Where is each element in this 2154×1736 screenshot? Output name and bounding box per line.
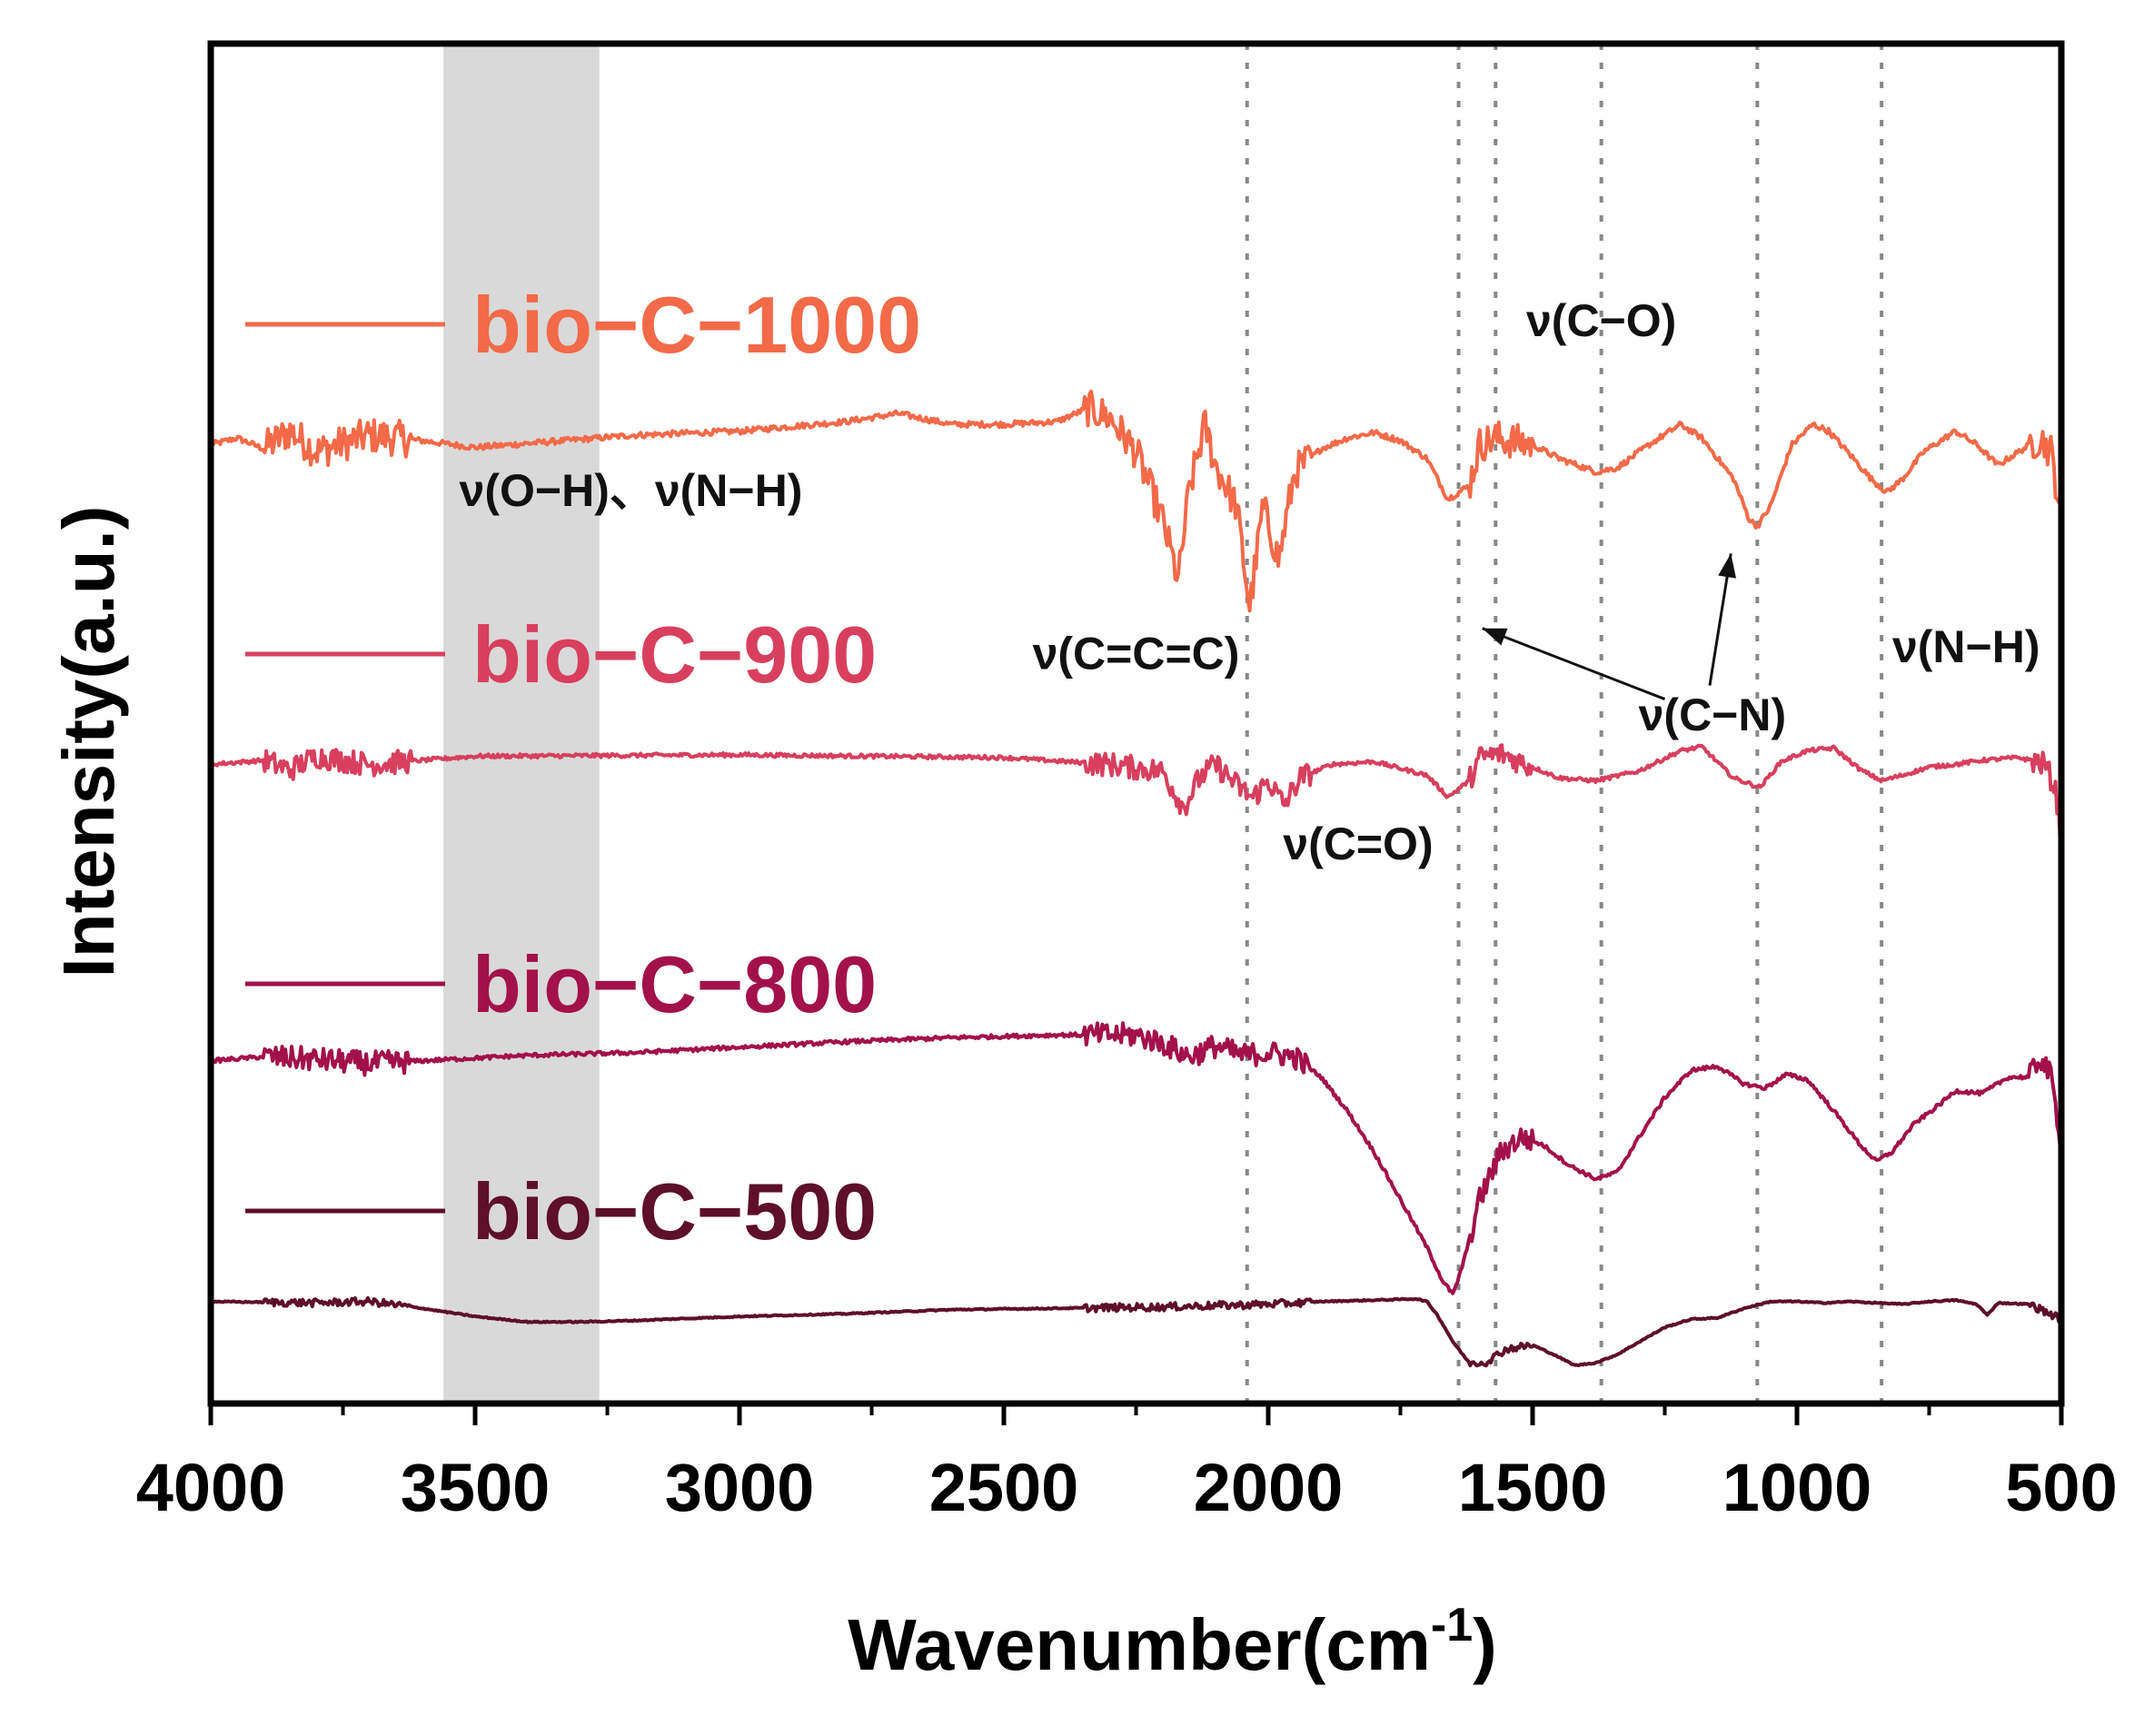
x-axis-label: Wavenumber(cm-1) — [848, 1599, 1497, 1685]
x-tick-label: 3000 — [665, 1450, 815, 1525]
annotation-3: ν(C=O) — [1283, 818, 1433, 869]
x-axis-label-main: Wavenumber(cm — [848, 1604, 1431, 1685]
x-tick-label: 500 — [2005, 1450, 2117, 1525]
x-tick-label: 2500 — [929, 1450, 1079, 1525]
annotation-arrowhead-0 — [1482, 628, 1508, 646]
x-axis-label-superscript: -1 — [1431, 1599, 1473, 1652]
legend: bio−C−1000 bio−C−900 bio−C−800 bio−C−500 — [245, 280, 921, 1256]
annotation-0: ν(O−H)、ν(N−H) — [460, 465, 803, 516]
reference-lines — [1245, 44, 1884, 1404]
series-line-3 — [210, 1295, 2062, 1368]
y-axis-label: Intensity(a.u.) — [48, 505, 129, 977]
x-tick-label: 1500 — [1458, 1450, 1608, 1525]
series-line-1 — [210, 743, 2062, 844]
series-line-2 — [209, 1021, 2062, 1295]
shaded-band — [443, 44, 600, 1404]
x-axis-label-close: ) — [1473, 1604, 1497, 1685]
series-layer — [209, 389, 2062, 1368]
legend-label-3: bio−C−500 — [472, 1166, 877, 1256]
annotation-arrow-0 — [1482, 627, 1666, 700]
legend-label-2: bio−C−800 — [472, 939, 877, 1029]
annotations: ν(O−H)、ν(N−H)ν(C=C=C)ν(C−O)ν(C=O)ν(C−N)ν… — [460, 295, 2040, 869]
legend-label-1: bio−C−900 — [472, 610, 877, 699]
series-line-0 — [209, 389, 2062, 613]
legend-label-0: bio−C−1000 — [472, 280, 921, 370]
annotation-5: ν(N−H) — [1892, 621, 2040, 672]
x-tick-label: 4000 — [136, 1450, 286, 1525]
annotation-2: ν(C−O) — [1526, 295, 1676, 346]
x-tick-label: 3500 — [401, 1450, 551, 1525]
x-axis: 4000 3500 3000 2500 2000 1500 1000 500 — [136, 1404, 2118, 1525]
x-tick-label: 2000 — [1194, 1450, 1344, 1525]
x-tick-label: 1000 — [1722, 1450, 1872, 1525]
annotation-arrowhead-1 — [1718, 553, 1737, 579]
annotation-1: ν(C=C=C) — [1033, 629, 1240, 680]
